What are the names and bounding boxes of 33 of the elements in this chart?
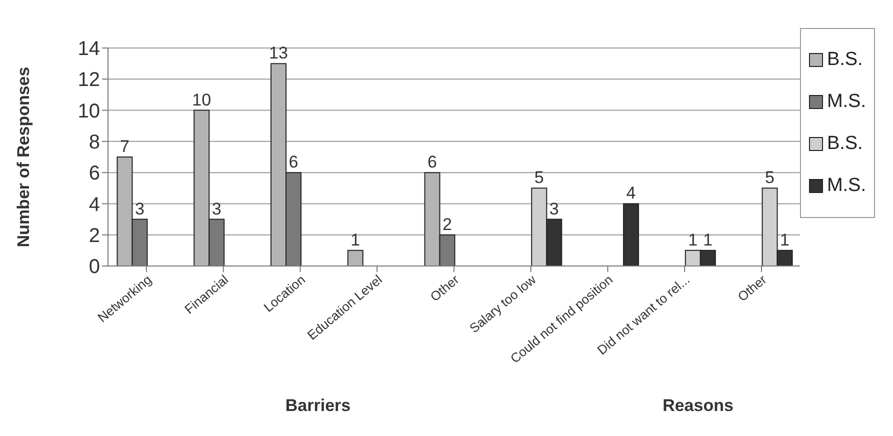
bar <box>347 250 364 266</box>
legend-label: M.S. <box>826 174 866 198</box>
data-label: 7 <box>120 137 130 156</box>
data-label: 4 <box>626 184 636 203</box>
y-tick-label: 6 <box>88 162 100 185</box>
y-tick-label: 2 <box>88 224 100 247</box>
legend-label: M.S. <box>826 90 866 114</box>
data-label: 6 <box>428 152 437 172</box>
y-tick-label: 12 <box>78 69 100 92</box>
y-tick-label: 14 <box>78 38 100 60</box>
data-label: 10 <box>192 90 212 110</box>
data-label: 3 <box>212 199 222 218</box>
y-tick-label: 0 <box>88 256 100 278</box>
text: Barriers <box>284 396 352 416</box>
y-tick-label: 8 <box>88 132 100 154</box>
data-label: 1 <box>688 230 698 250</box>
data-label: 5 <box>765 168 775 188</box>
data-label: 3 <box>134 199 144 218</box>
y-tick-label: 10 <box>78 100 100 122</box>
data-label: 5 <box>534 168 544 188</box>
data-label: 2 <box>442 214 452 234</box>
data-label: 1 <box>350 230 360 250</box>
data-label: 13 <box>269 44 288 63</box>
legend-label: B.S. <box>826 132 863 156</box>
legend-label: B.S. <box>826 48 863 72</box>
y-tick-label: 4 <box>88 194 100 216</box>
text: Reasons <box>662 396 734 416</box>
data-label: 1 <box>780 230 790 250</box>
bar <box>623 203 640 266</box>
y-axis-title: Number of Responses <box>14 66 34 248</box>
data-label: 6 <box>288 152 298 172</box>
data-label: 1 <box>703 230 713 250</box>
data-label: 3 <box>549 199 559 218</box>
